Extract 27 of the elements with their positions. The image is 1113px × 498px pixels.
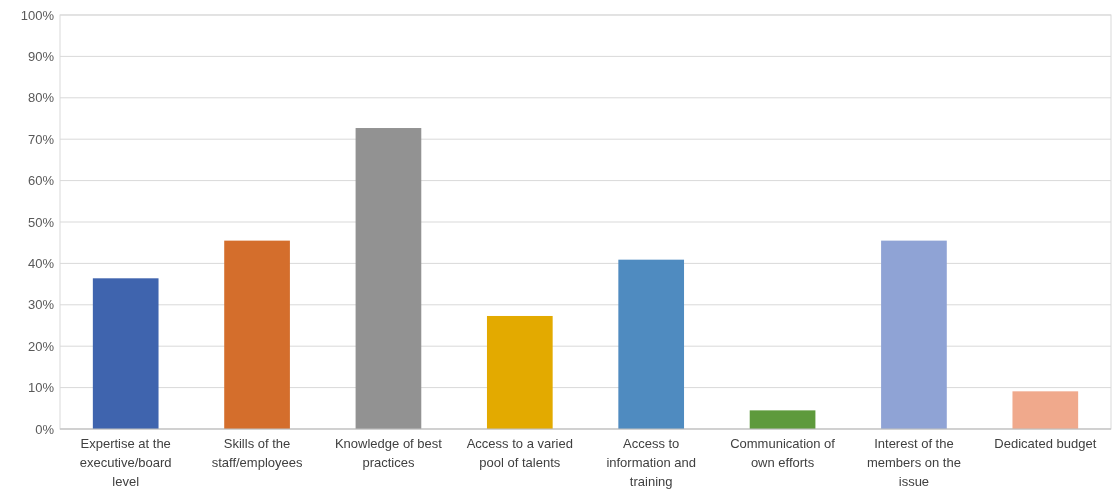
x-tick-label: Skills of the staff/employees	[211, 436, 303, 470]
bar	[92, 278, 159, 429]
bar	[355, 128, 422, 429]
y-tick-label: 0%	[35, 421, 55, 437]
bar	[618, 259, 685, 429]
y-tick-label: 40%	[27, 255, 55, 271]
y-tick-label: 80%	[27, 90, 55, 106]
x-tick-label: Access to information and training	[606, 436, 696, 489]
y-tick-label: 100%	[20, 7, 55, 23]
x-tick-label: Communication of own efforts	[730, 436, 836, 470]
y-tick-label: 60%	[27, 173, 55, 189]
x-tick-label: Expertise at the executive/board level	[79, 436, 172, 489]
y-tick-label: 70%	[27, 131, 55, 147]
bar	[224, 240, 290, 429]
bar	[486, 315, 553, 429]
y-tick-label: 30%	[27, 297, 55, 313]
y-tick-label: 20%	[27, 338, 55, 354]
x-tick-label: Knowledge of best practices	[334, 436, 443, 470]
x-tick-label: Access to a varied pool of talents	[466, 436, 573, 470]
x-tick-label: Dedicated budget	[994, 436, 1097, 451]
bar	[881, 240, 947, 429]
y-tick-label: 90%	[27, 48, 55, 64]
y-tick-label: 50%	[27, 214, 55, 230]
bar	[749, 410, 816, 429]
y-tick-label: 10%	[27, 380, 55, 396]
bar	[1012, 391, 1079, 429]
x-tick-label: Interest of the members on the issue	[866, 436, 961, 489]
